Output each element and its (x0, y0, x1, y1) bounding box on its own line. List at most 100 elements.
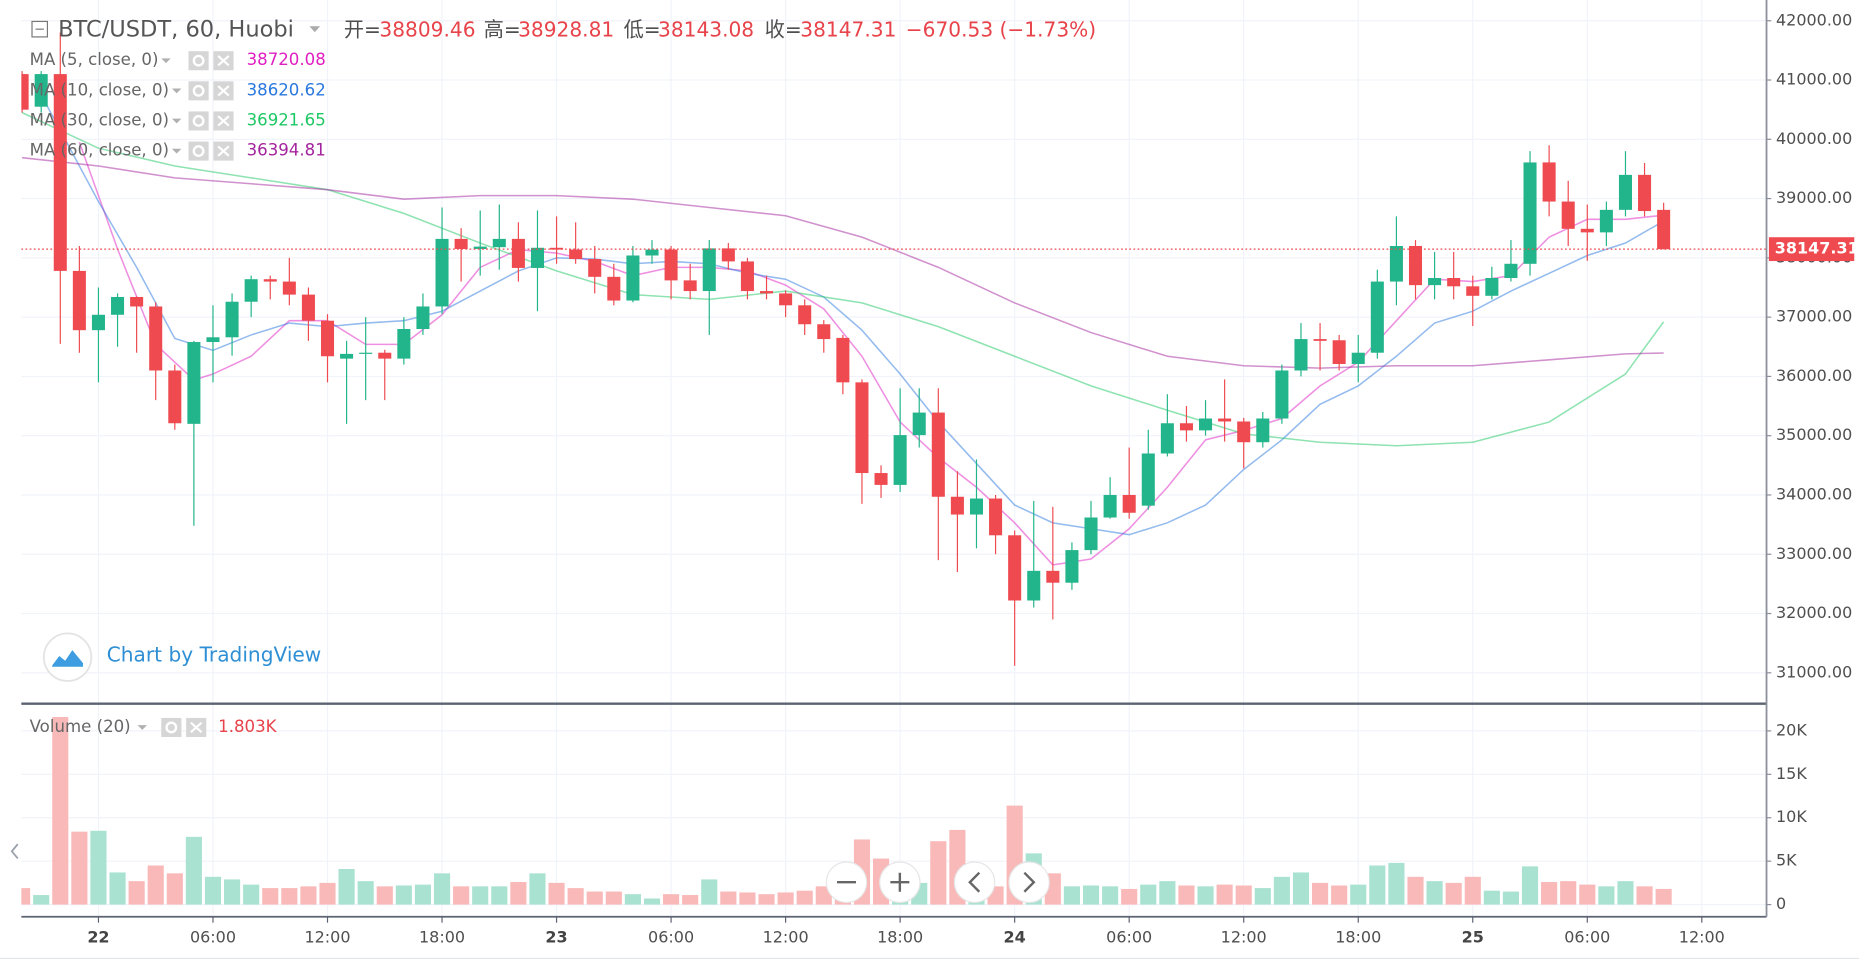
candle-body (912, 412, 926, 436)
dropdown-icon[interactable] (161, 58, 171, 64)
ohlc-value: 38143.08 (658, 17, 754, 41)
candle-body (454, 238, 468, 249)
candle-body (111, 296, 125, 315)
volume-bar (1254, 888, 1271, 905)
volume-bar (777, 892, 794, 905)
volume-bar (1560, 881, 1577, 905)
ohlc-label: 开= (344, 17, 381, 41)
x-tick-label: 25 (1462, 928, 1484, 947)
volume-bar (529, 873, 546, 905)
volume-bar (491, 886, 508, 905)
indicator-value: 36394.81 (247, 141, 326, 160)
dropdown-icon[interactable] (309, 26, 321, 33)
volume-bar (338, 868, 355, 905)
ma-line (22, 156, 1664, 369)
candle-body (301, 294, 315, 321)
candle-body (149, 306, 163, 371)
candle-body (626, 255, 640, 301)
candle-body (1275, 370, 1289, 419)
candle-body (1599, 209, 1613, 233)
indicator-name: MA (30, close, 0) (30, 110, 169, 129)
volume-bar (166, 873, 183, 905)
candle-body (1408, 246, 1423, 286)
volume-bar (1636, 886, 1653, 905)
symbol-title[interactable]: BTC/USDT, 60, Huobi (58, 16, 294, 42)
volume-bar (1464, 876, 1481, 905)
candle-body (740, 261, 754, 292)
settings-button[interactable] (161, 717, 182, 737)
candle-body (1485, 278, 1499, 296)
volume-bar (1082, 885, 1100, 905)
volume-bar (433, 873, 451, 905)
ma-line (21, 111, 1665, 447)
indicator-name: MA (5, close, 0) (30, 50, 159, 69)
candle-body (1199, 418, 1213, 431)
remove-icon (217, 115, 230, 127)
volume-bar (147, 865, 164, 905)
scroll-left-icon (968, 871, 981, 893)
volume-bar (1369, 865, 1386, 905)
candle-body (1523, 162, 1537, 264)
dropdown-icon[interactable] (171, 118, 182, 124)
candle-body (645, 249, 659, 256)
candle-body (1657, 209, 1671, 250)
settings-button[interactable] (188, 51, 209, 71)
indicator-name: MA (60, close, 0) (30, 141, 169, 160)
candle-body (969, 498, 984, 515)
settings-button[interactable] (188, 81, 209, 101)
dropdown-icon[interactable] (171, 88, 182, 94)
ohlc-label: 高= (484, 17, 521, 41)
y-tick-label: 40000.00 (1776, 129, 1852, 148)
candle-body (225, 301, 239, 338)
candle-body (530, 247, 544, 268)
volume-bar (90, 830, 107, 905)
dropdown-icon[interactable] (137, 725, 148, 730)
volume-bar (548, 882, 565, 905)
settings-icon (192, 145, 205, 158)
candle-body (893, 435, 907, 485)
volume-bar (21, 888, 31, 905)
volume-bar (52, 716, 69, 905)
candle-body (1466, 286, 1480, 296)
volume-bar (796, 890, 813, 905)
volume-bar (1159, 881, 1176, 905)
candle-body (1103, 494, 1117, 518)
watermark-text: Chart by TradingView (107, 642, 322, 666)
candle-body (435, 238, 449, 307)
candle-body (1580, 228, 1594, 233)
volume-bar (1541, 882, 1558, 905)
candle-body (1370, 281, 1384, 353)
candle-body (244, 279, 258, 302)
volume-bar (33, 895, 50, 905)
axes: 22 06:00 12:00 18:00 23 06:00 12:00 18:00 24 06:0… (87, 10, 1858, 946)
watermark[interactable]: Chart by TradingView (42, 632, 322, 682)
candle-body (1561, 201, 1575, 229)
candle-body (187, 342, 201, 424)
left-collapse-icon[interactable] (10, 843, 19, 859)
y-tick-label: 0 (1776, 894, 1786, 913)
volume-bar (281, 888, 298, 905)
volume-bar (243, 884, 260, 905)
volume-bar (395, 885, 412, 905)
x-tick-label: 23 (545, 928, 567, 947)
volume-bar (1579, 884, 1596, 905)
last-price-badge (1768, 237, 1855, 262)
settings-button[interactable] (188, 141, 209, 161)
settings-button[interactable] (188, 111, 209, 131)
y-tick-label: 20K (1776, 720, 1807, 739)
volume-bar (758, 894, 775, 905)
volume-bar (224, 879, 241, 905)
scroll-right-button[interactable] (1008, 861, 1050, 904)
volume-bar (586, 891, 603, 905)
remove-icon (217, 85, 230, 97)
scroll-left-button[interactable] (953, 861, 996, 904)
volume-bar (109, 872, 126, 905)
volume-bar (624, 894, 641, 905)
volume-bar (643, 898, 661, 905)
collapse-icon[interactable] (31, 20, 49, 38)
x-tick-label: 06:00 (1106, 928, 1152, 947)
candle-body (397, 328, 411, 359)
dropdown-icon[interactable] (171, 148, 182, 154)
volume-bar (605, 891, 622, 905)
